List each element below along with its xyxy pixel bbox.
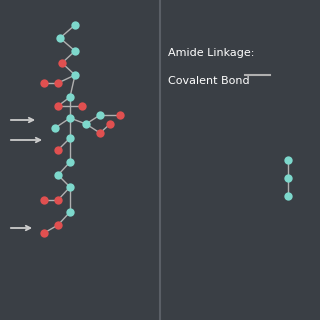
Text: Amide Linkage:: Amide Linkage: (168, 48, 254, 58)
Text: Covalent Bond: Covalent Bond (168, 76, 250, 86)
